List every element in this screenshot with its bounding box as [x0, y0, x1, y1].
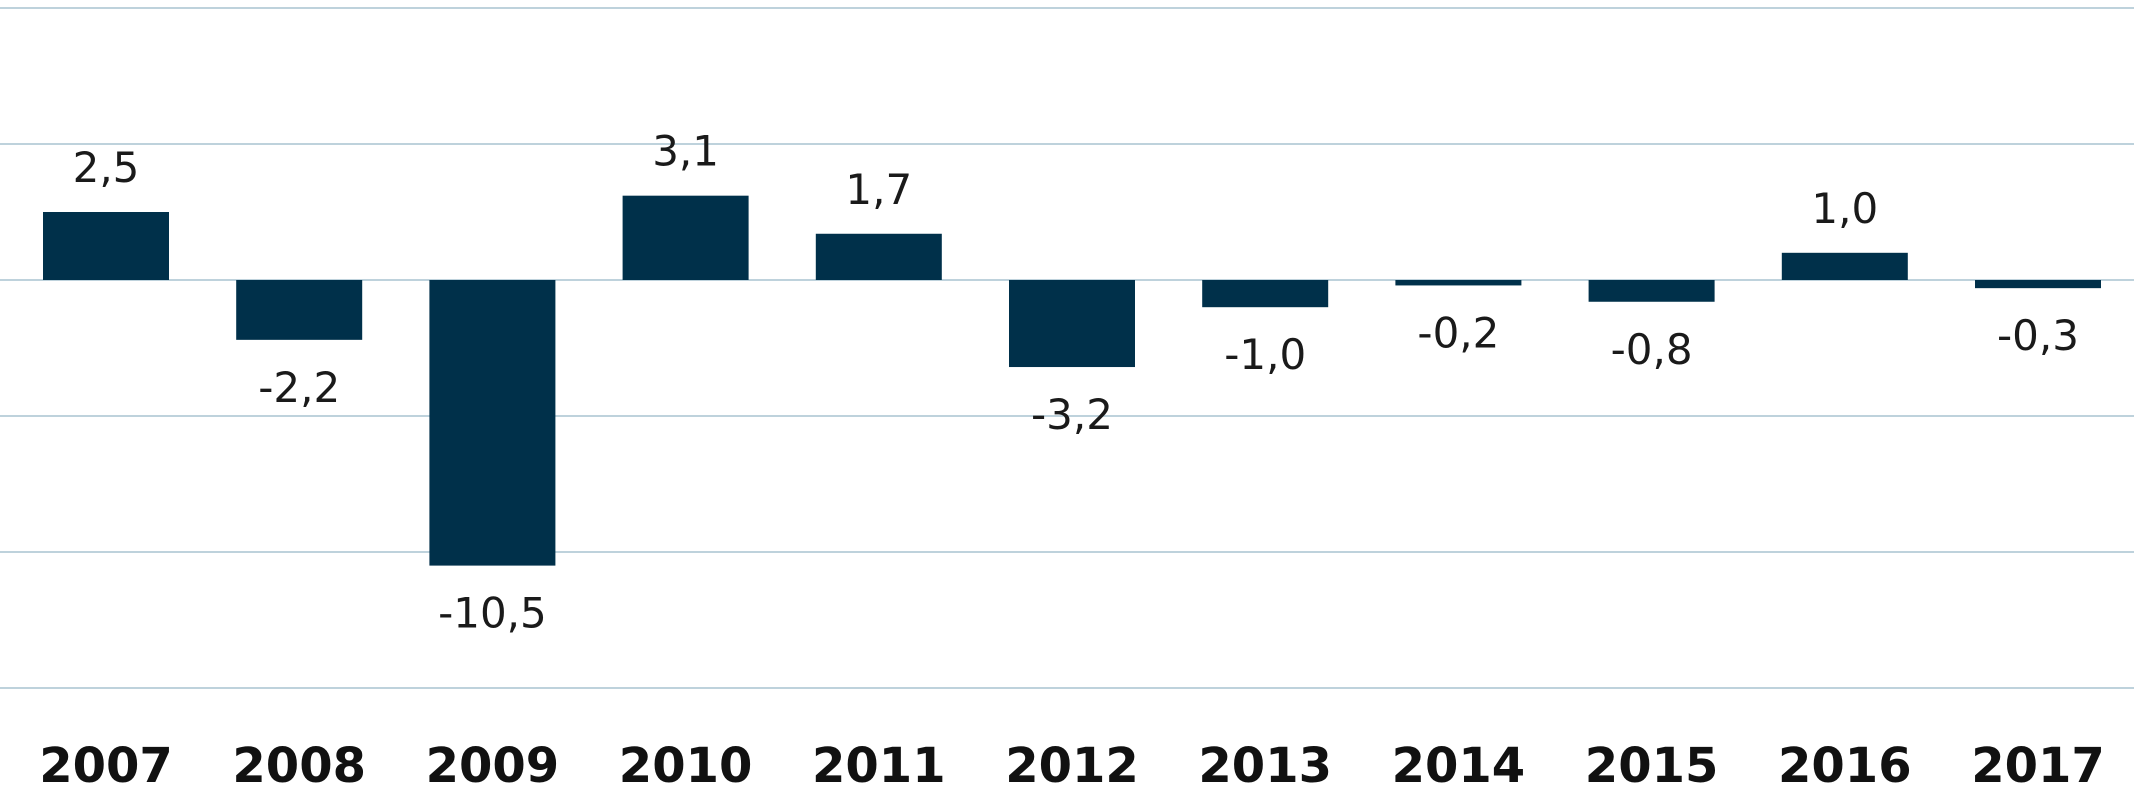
- value-label-2009: -10,5: [438, 589, 547, 638]
- value-label-2010: 3,1: [652, 127, 719, 176]
- bar-2007: [43, 212, 169, 280]
- x-tick-label-2013: 2013: [1198, 738, 1332, 794]
- bar-2008: [236, 280, 363, 340]
- x-tick-label-2008: 2008: [232, 738, 366, 794]
- value-label-2008: -2,2: [258, 363, 340, 412]
- value-label-2011: 1,7: [845, 165, 912, 214]
- bar-2017: [1975, 280, 2101, 289]
- x-tick-label-2010: 2010: [619, 738, 753, 794]
- bar-2012: [1009, 280, 1135, 368]
- x-tick-label-2015: 2015: [1585, 738, 1719, 794]
- value-label-2012: -3,2: [1031, 390, 1113, 439]
- value-labels: 2,5 -2,2 -10,5 3,1 1,7 -3,2 -1,0 -0,2 -0,8 1,0 -0,…: [73, 127, 2079, 638]
- x-tick-label-2011: 2011: [812, 738, 946, 794]
- x-tick-label-2009: 2009: [426, 738, 560, 794]
- value-label-2007: 2,5: [73, 143, 140, 192]
- value-label-2017: -0,3: [1997, 311, 2079, 360]
- bar-2011: [815, 233, 942, 280]
- x-axis-tick-labels: 2007 2008 2009 2010 2011 2012 2013 2014 2015 2016…: [39, 738, 2105, 794]
- value-label-2016: 1,0: [1811, 184, 1878, 233]
- bar-2015: [1588, 280, 1715, 302]
- bar-2009: [429, 280, 556, 566]
- bars: [43, 195, 2101, 566]
- x-tick-label-2007: 2007: [39, 738, 173, 794]
- x-tick-label-2012: 2012: [1005, 738, 1139, 794]
- x-tick-label-2014: 2014: [1392, 738, 1526, 794]
- bar-2016: [1781, 252, 1908, 280]
- bar-2014: [1395, 280, 1522, 286]
- value-label-2015: -0,8: [1611, 325, 1693, 374]
- value-label-2013: -1,0: [1224, 330, 1306, 379]
- x-tick-label-2017: 2017: [1971, 738, 2105, 794]
- value-label-2014: -0,2: [1417, 308, 1499, 357]
- bar-2010: [622, 195, 749, 280]
- x-tick-label-2016: 2016: [1778, 738, 1912, 794]
- bar-2013: [1202, 280, 1329, 308]
